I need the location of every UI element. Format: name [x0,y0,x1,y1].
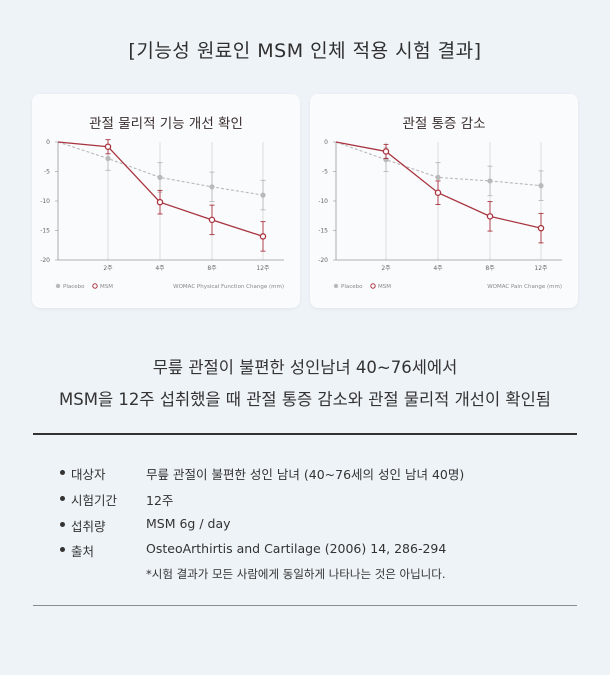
data-point-placebo [209,184,215,190]
bullet-icon [60,496,65,501]
y-tick-label: -15 [40,228,50,235]
headline-line2: MSM을 12주 섭취했을 때 관절 통증 감소와 관절 물리적 개선이 확인됨 [59,390,551,409]
x-tick-label: 2주 [381,265,391,272]
y-tick-label: 0 [324,139,328,146]
info-value: 12주 [146,493,174,508]
chart-title: 관절 물리적 기능 개선 확인 [89,116,243,132]
data-point-placebo [435,174,441,180]
y-tick-label: 0 [46,139,50,146]
data-point-msm [486,213,494,220]
info-label: 출처 [71,544,95,559]
x-tick-label: 12주 [256,265,270,272]
data-point-placebo [487,178,493,184]
data-point-msm [208,216,216,224]
data-point-placebo [260,192,266,198]
disclaimer-note: *시험 결과가 모든 사람에게 동일하게 나타나는 것은 아닙니다. [146,567,446,581]
y-tick-label: -5 [322,169,328,176]
chart-physical-function: 0 -5 -10 -15 -20 2주 4주 8주 12주 Placebo MSM WOMAC Phy… [40,139,284,290]
y-tick-label: -5 [44,169,50,176]
legend-marker-msm [92,283,98,289]
info-row-source: 출처 OsteoArthirtis and Cartilage (2006) 1… [60,541,580,561]
y-tick-label: -20 [40,257,50,264]
info-row-period: 시험기간 12주 [60,490,580,510]
data-point-placebo [538,183,544,189]
legend-label-placebo: Placebo [63,284,85,290]
bullet-icon [60,547,65,552]
bullet-icon [60,470,65,475]
info-value: MSM 6g / day [146,516,231,531]
info-row-dose: 섭취량 MSM 6g / day [60,516,580,536]
y-tick-label: -10 [40,198,50,205]
data-point-msm [104,143,112,150]
chart-card-pain: 관절 통증 감소 0 -5 -10 -15 -20 2주 4주 8주 12주 Placebo MSM… [310,94,578,308]
info-label: 대상자 [71,467,106,482]
info-value: 무릎 관절이 불편한 성인 남녀 (40~76세의 성인 남녀 40명) [146,467,465,482]
legend-label-msm: MSM [100,284,113,290]
data-point-msm [434,189,442,196]
info-value: OsteoArthirtis and Cartilage (2006) 14, … [146,541,447,556]
data-point-placebo [157,174,163,180]
legend-marker-placebo [55,283,61,289]
legend-label-msm: MSM [378,284,391,290]
headline-line1: 무릎 관절이 불편한 성인남녀 40~76세에서 [152,358,458,377]
data-point-placebo [105,155,111,162]
divider-bottom [33,605,577,606]
page-title: [기능성 원료인 MSM 인체 적용 시험 결과] [128,40,482,62]
chart-card-physical-function: 관절 물리적 기능 개선 확인 0 -5 -10 -15 -20 2주 4주 8주 12주 Pla… [32,94,300,308]
x-tick-label: 2주 [103,265,113,272]
legend-marker-msm [370,283,376,289]
chart-title: 관절 통증 감소 [402,116,486,132]
info-label: 시험기간 [71,493,118,508]
y-tick-label: -10 [318,198,328,205]
legend-label-placebo: Placebo [341,284,363,290]
x-tick-label: 4주 [433,265,443,272]
chart-footnote: WOMAC Pain Change (mm) [487,284,562,290]
chart-footnote: WOMAC Physical Function Change (mm) [173,284,284,290]
info-label: 섭취량 [71,519,106,534]
x-tick-label: 4주 [155,265,165,272]
legend-marker-placebo [333,283,339,289]
data-point-msm [259,233,267,240]
info-row-subject: 대상자 무릎 관절이 불편한 성인 남녀 (40~76세의 성인 남녀 40명) [60,464,580,484]
data-point-msm [537,224,545,232]
y-tick-label: -20 [318,257,328,264]
x-tick-label: 8주 [207,265,217,272]
data-point-msm [156,198,164,206]
divider-top [33,433,577,435]
bullet-icon [60,522,65,527]
data-point-msm [382,148,390,155]
x-tick-label: 12주 [534,265,548,272]
y-tick-label: -15 [318,228,328,235]
chart-pain: 0 -5 -10 -15 -20 2주 4주 8주 12주 Placebo MSM WOMAC Pai… [318,139,562,290]
x-tick-label: 8주 [485,265,495,272]
